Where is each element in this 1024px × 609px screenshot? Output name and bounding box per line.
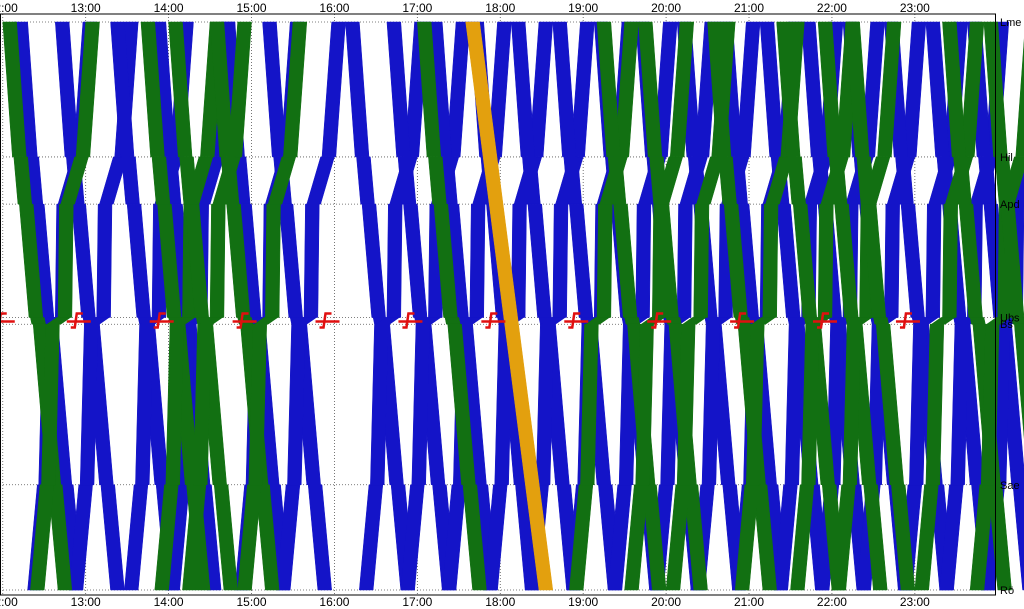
x-tick-label-top: 23:00	[900, 1, 930, 15]
x-tick-label-bottom: 15:00	[236, 595, 266, 609]
station-label: Rö	[1000, 585, 1014, 597]
shunt-move	[149, 312, 174, 329]
x-tick-label-top: 19:00	[568, 1, 598, 15]
train-path	[925, 203, 942, 318]
train-paths	[0, 21, 1024, 591]
train-path-special	[465, 21, 554, 591]
x-tick-label-bottom: 17:00	[402, 595, 432, 609]
train-path	[30, 317, 46, 325]
station-label: Bs	[1000, 319, 1013, 331]
train-path	[283, 21, 308, 158]
train-path	[303, 203, 320, 318]
x-tick-label-top: 22:00	[817, 1, 847, 15]
x-tick-label-top: 14:00	[154, 1, 184, 15]
shunt-move	[315, 312, 340, 329]
train-path	[209, 203, 226, 318]
x-tick-label-top: 15:00	[236, 1, 266, 15]
x-tick-label-top: 12:00	[0, 1, 18, 15]
shunt-move	[813, 312, 838, 329]
train-path	[873, 317, 889, 325]
train-path	[48, 484, 73, 591]
train-path	[255, 484, 280, 591]
train-path	[307, 484, 332, 591]
train-path	[444, 317, 461, 325]
train-path	[227, 21, 252, 158]
train-path	[1012, 484, 1024, 591]
station-label: Ubs	[1000, 312, 1020, 324]
train-path	[676, 203, 693, 318]
train-path	[265, 203, 281, 318]
train-path	[863, 484, 888, 591]
train-path	[1011, 317, 1024, 325]
x-tick-label-bottom: 22:00	[817, 595, 847, 609]
shunt-move	[481, 312, 506, 329]
shunt-move	[895, 312, 920, 329]
train-path	[942, 203, 958, 318]
station-label: Hil	[1000, 152, 1013, 164]
shunt-move	[564, 312, 589, 329]
x-tick-label-top: 20:00	[651, 1, 681, 15]
x-tick-label-bottom: 18:00	[485, 595, 515, 609]
train-path	[817, 203, 834, 318]
train-path	[552, 203, 569, 318]
x-tick-label-bottom: 20:00	[651, 595, 681, 609]
shunt-move	[232, 312, 257, 329]
station-label: Apd	[1000, 199, 1020, 211]
train-path	[57, 203, 74, 318]
train-path	[96, 203, 113, 318]
train-path	[969, 317, 986, 325]
train-path	[386, 203, 403, 318]
train-path	[469, 203, 486, 318]
train-path	[669, 21, 695, 158]
x-tick-label-bottom: 13:00	[71, 595, 101, 609]
train-path	[1015, 38, 1024, 158]
x-tick-label-top: 16:00	[319, 1, 349, 15]
train-path	[624, 317, 641, 325]
shunt-move	[0, 312, 15, 328]
shunt-move	[398, 312, 423, 329]
x-tick-label-bottom: 16:00	[319, 595, 349, 609]
train-path	[596, 203, 613, 318]
station-label: Sae	[1000, 480, 1020, 492]
train-path	[683, 484, 708, 591]
train-path	[693, 203, 710, 318]
train-path	[987, 484, 1012, 591]
train-path	[75, 21, 100, 158]
plot-frame	[0, 13, 996, 596]
shunt-move	[730, 312, 755, 329]
train-path	[635, 203, 652, 318]
train-path	[462, 484, 487, 591]
x-tick-label-bottom: 23:00	[900, 595, 930, 609]
train-path	[877, 21, 902, 158]
x-tick-label-bottom: 12:00	[0, 595, 18, 609]
station-label: Lme	[1000, 17, 1021, 29]
x-tick-label-top: 21:00	[734, 1, 764, 15]
train-path	[884, 203, 900, 318]
train-path	[1000, 203, 1024, 318]
train-path	[752, 484, 777, 591]
x-tick-label-top: 13:00	[71, 1, 101, 15]
shunt-move	[647, 312, 672, 329]
x-tick-label-bottom: 21:00	[734, 595, 764, 609]
x-tick-label-bottom: 14:00	[154, 595, 184, 609]
train-path	[762, 203, 779, 318]
x-tick-label-top: 17:00	[402, 1, 432, 15]
x-tick-label-bottom: 19:00	[568, 595, 598, 609]
shunt-move	[66, 312, 91, 329]
x-tick-label-top: 18:00	[485, 1, 515, 15]
